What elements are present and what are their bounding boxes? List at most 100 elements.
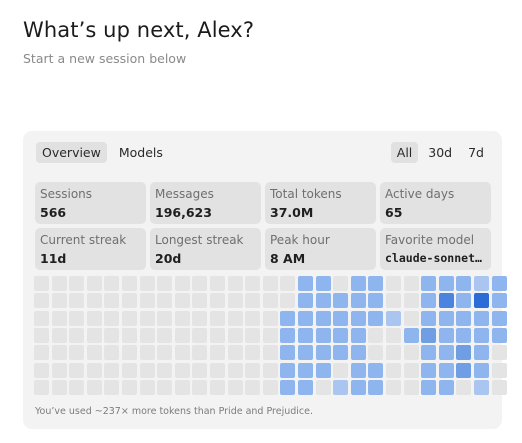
activity-cell [474, 310, 489, 326]
stat-total-tokens: Total tokens 37.0M [265, 182, 376, 224]
activity-cell [245, 327, 261, 343]
activity-cell [333, 345, 349, 361]
stat-value: 65 [385, 205, 403, 220]
activity-cell [403, 293, 419, 309]
activity-cell [157, 345, 173, 361]
activity-cell [104, 345, 120, 361]
tab-overview[interactable]: Overview [36, 142, 107, 163]
activity-cell [69, 276, 85, 291]
activity-cell [333, 293, 349, 309]
activity-cell [139, 276, 155, 291]
activity-cell [51, 379, 67, 395]
activity-cell [245, 379, 261, 395]
activity-cell [192, 362, 208, 378]
activity-cell [438, 310, 454, 326]
stat-label: Sessions [40, 187, 93, 201]
activity-cell [51, 276, 67, 291]
stat-value: 196,623 [155, 205, 212, 220]
activity-cell [86, 310, 102, 326]
activity-cell [333, 362, 349, 378]
activity-cell [86, 379, 102, 395]
activity-cell [262, 327, 278, 343]
activity-cell [456, 276, 472, 291]
tab-range-all[interactable]: All [390, 142, 419, 163]
activity-cell [421, 379, 437, 395]
activity-cell [421, 345, 437, 361]
activity-cell [210, 276, 225, 291]
activity-cell [403, 362, 419, 378]
activity-cell [157, 276, 173, 291]
activity-cell [386, 362, 401, 378]
stat-value: 37.0M [270, 205, 314, 220]
activity-cell [122, 276, 137, 291]
activity-cell [86, 345, 102, 361]
activity-cell [491, 293, 507, 309]
activity-cell [227, 362, 243, 378]
activity-cell [51, 362, 67, 378]
activity-cell [245, 293, 261, 309]
activity-cell [174, 362, 190, 378]
activity-cell [227, 327, 243, 343]
activity-cell [210, 310, 225, 326]
activity-cell [315, 310, 331, 326]
activity-cell [421, 362, 437, 378]
activity-cell [104, 379, 120, 395]
activity-cell [174, 310, 190, 326]
activity-cell [403, 327, 419, 343]
activity-cell [227, 293, 243, 309]
activity-cell [438, 327, 454, 343]
activity-cell [350, 379, 366, 395]
tab-range-30d[interactable]: 30d [428, 145, 453, 160]
activity-cell [333, 327, 349, 343]
activity-cell [174, 345, 190, 361]
stat-value: 20d [155, 251, 182, 266]
activity-cell [139, 310, 155, 326]
activity-cell [491, 310, 507, 326]
activity-cell [69, 310, 85, 326]
activity-cell [34, 276, 49, 291]
activity-cell [280, 345, 296, 361]
tab-models[interactable]: Models [118, 145, 163, 160]
activity-cell [280, 362, 296, 378]
activity-cell [368, 379, 384, 395]
activity-cell [104, 327, 120, 343]
activity-cell [298, 362, 313, 378]
activity-cell [350, 345, 366, 361]
activity-cell [245, 310, 261, 326]
activity-cell [227, 310, 243, 326]
activity-cell [192, 379, 208, 395]
activity-cell [403, 345, 419, 361]
activity-cell [139, 293, 155, 309]
stat-messages: Messages 196,623 [150, 182, 261, 224]
activity-cell [315, 345, 331, 361]
activity-cell [421, 310, 437, 326]
activity-cell [122, 345, 137, 361]
activity-cell [157, 379, 173, 395]
activity-cell [350, 276, 366, 291]
stat-favorite-model: Favorite model claude-sonnet-4-5 [380, 228, 491, 270]
activity-cell [386, 327, 401, 343]
activity-cell [421, 276, 437, 291]
activity-cell [139, 362, 155, 378]
activity-cell [386, 345, 401, 361]
activity-cell [122, 379, 137, 395]
activity-cell [386, 293, 401, 309]
stat-value: 8 AM [270, 251, 306, 266]
activity-cell [456, 345, 472, 361]
activity-cell [315, 276, 331, 291]
activity-cell [456, 293, 472, 309]
activity-cell [192, 327, 208, 343]
activity-heatmap [34, 276, 507, 398]
activity-cell [69, 362, 85, 378]
activity-cell [350, 310, 366, 326]
activity-cell [491, 345, 507, 361]
activity-cell [245, 345, 261, 361]
stat-active-days: Active days 65 [380, 182, 491, 224]
stat-value: 566 [40, 205, 67, 220]
activity-cell [474, 362, 489, 378]
tab-range-7d[interactable]: 7d [468, 145, 484, 160]
usage-footnote: You’ve used ~237× more tokens than Pride… [35, 406, 314, 417]
activity-cell [157, 293, 173, 309]
activity-cell [491, 276, 507, 291]
activity-cell [69, 293, 85, 309]
